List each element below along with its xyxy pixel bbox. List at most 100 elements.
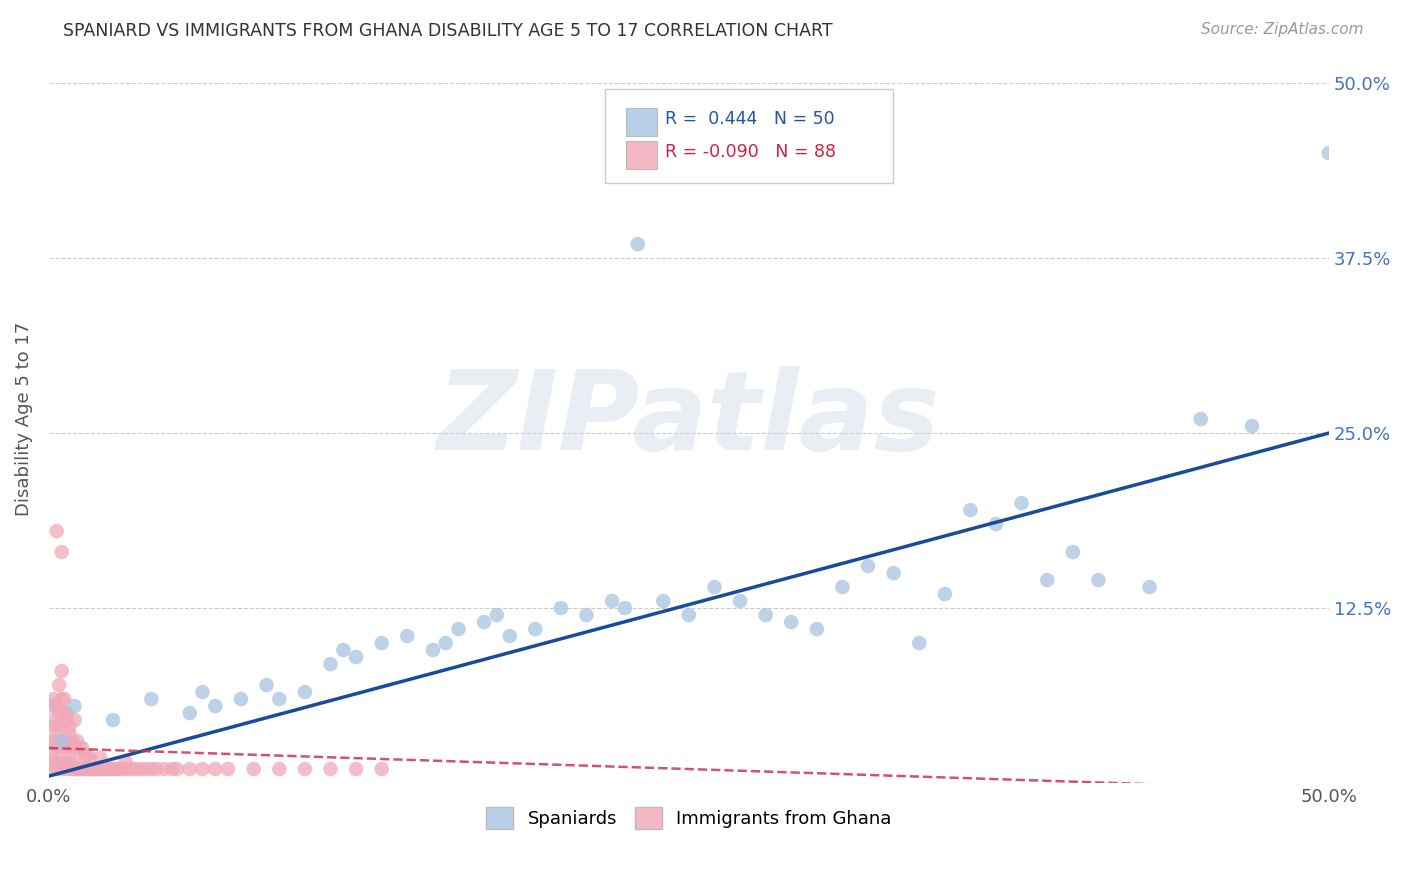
- Point: [45, 720, 67, 734]
- Point: [56, 713, 79, 727]
- Legend: Spaniards, Immigrants from Ghana: Spaniards, Immigrants from Ghana: [478, 799, 898, 836]
- Point: [153, 762, 176, 776]
- Point: [703, 580, 725, 594]
- Point: [780, 615, 803, 629]
- Point: [51, 720, 73, 734]
- Point: [48, 755, 70, 769]
- Point: [141, 692, 163, 706]
- Point: [79, 751, 101, 765]
- Point: [86, 762, 108, 776]
- Point: [114, 762, 136, 776]
- Point: [1139, 580, 1161, 594]
- Point: [141, 762, 163, 776]
- Text: ZIPatlas: ZIPatlas: [437, 366, 941, 473]
- Point: [883, 566, 905, 580]
- Text: SPANIARD VS IMMIGRANTS FROM GHANA DISABILITY AGE 5 TO 17 CORRELATION CHART: SPANIARD VS IMMIGRANTS FROM GHANA DISABI…: [63, 22, 832, 40]
- Point: [110, 762, 132, 776]
- Point: [94, 762, 117, 776]
- Point: [332, 643, 354, 657]
- Point: [42, 755, 65, 769]
- Point: [1189, 412, 1212, 426]
- Point: [41, 734, 63, 748]
- Point: [652, 594, 675, 608]
- Point: [114, 755, 136, 769]
- Point: [1317, 146, 1340, 161]
- Point: [294, 685, 316, 699]
- Point: [434, 636, 457, 650]
- Point: [73, 747, 96, 762]
- Point: [53, 755, 76, 769]
- Point: [48, 734, 70, 748]
- Point: [66, 734, 89, 748]
- Point: [91, 762, 114, 776]
- Point: [41, 747, 63, 762]
- Point: [107, 762, 129, 776]
- Point: [51, 692, 73, 706]
- Point: [58, 755, 80, 769]
- Point: [56, 741, 79, 756]
- Point: [63, 699, 86, 714]
- Point: [41, 699, 63, 714]
- Point: [524, 622, 547, 636]
- Point: [89, 751, 111, 765]
- Point: [104, 762, 127, 776]
- Point: [1011, 496, 1033, 510]
- Point: [319, 657, 342, 671]
- Point: [191, 762, 214, 776]
- Point: [70, 741, 93, 756]
- Point: [575, 608, 598, 623]
- Point: [101, 762, 124, 776]
- Point: [60, 734, 83, 748]
- Point: [41, 762, 63, 776]
- Point: [191, 685, 214, 699]
- Point: [1240, 419, 1263, 434]
- Point: [45, 699, 67, 714]
- Point: [129, 762, 152, 776]
- Point: [53, 692, 76, 706]
- Point: [135, 762, 157, 776]
- Point: [613, 601, 636, 615]
- Point: [600, 594, 623, 608]
- Point: [69, 741, 91, 756]
- Point: [959, 503, 981, 517]
- Point: [229, 692, 252, 706]
- Point: [472, 615, 495, 629]
- Point: [79, 762, 101, 776]
- Point: [82, 762, 104, 776]
- Point: [204, 762, 226, 776]
- Point: [73, 762, 96, 776]
- Point: [63, 762, 86, 776]
- Point: [256, 678, 278, 692]
- Point: [145, 762, 167, 776]
- Point: [51, 762, 73, 776]
- Point: [56, 706, 79, 720]
- Point: [45, 524, 67, 538]
- Point: [1062, 545, 1084, 559]
- Point: [120, 762, 142, 776]
- Point: [66, 762, 89, 776]
- Point: [42, 692, 65, 706]
- Point: [48, 706, 70, 720]
- Point: [908, 636, 931, 650]
- Point: [396, 629, 419, 643]
- Text: Source: ZipAtlas.com: Source: ZipAtlas.com: [1201, 22, 1364, 37]
- Point: [100, 762, 122, 776]
- Point: [447, 622, 470, 636]
- Point: [63, 755, 86, 769]
- Point: [217, 762, 239, 776]
- Point: [242, 762, 264, 776]
- Point: [831, 580, 853, 594]
- Point: [53, 706, 76, 720]
- Text: R = -0.090   N = 88: R = -0.090 N = 88: [665, 143, 837, 161]
- Point: [97, 762, 120, 776]
- Point: [51, 741, 73, 756]
- Point: [70, 762, 93, 776]
- Point: [51, 664, 73, 678]
- Point: [41, 720, 63, 734]
- Point: [1036, 573, 1059, 587]
- Point: [60, 762, 83, 776]
- Point: [294, 762, 316, 776]
- Point: [319, 762, 342, 776]
- Point: [89, 762, 111, 776]
- Point: [485, 608, 508, 623]
